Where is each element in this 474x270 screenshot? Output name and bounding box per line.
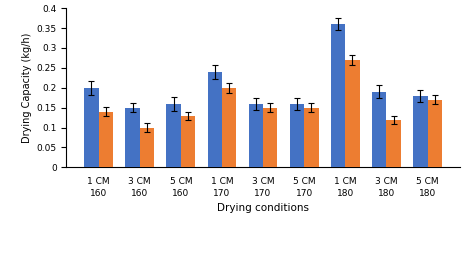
Text: 170: 170 <box>213 189 230 198</box>
Bar <box>166 104 181 167</box>
Text: 160: 160 <box>172 189 190 198</box>
Text: 5 CM: 5 CM <box>293 177 316 186</box>
Bar <box>140 128 154 167</box>
Bar <box>222 88 237 167</box>
Text: 1 CM: 1 CM <box>334 177 356 186</box>
Bar <box>249 104 263 167</box>
Text: 160: 160 <box>90 189 107 198</box>
Bar <box>99 112 113 167</box>
Text: 170: 170 <box>255 189 272 198</box>
Bar <box>372 92 386 167</box>
Bar <box>290 104 304 167</box>
Bar <box>345 60 360 167</box>
Text: 180: 180 <box>378 189 395 198</box>
Text: 3 CM: 3 CM <box>375 177 398 186</box>
X-axis label: Drying conditions: Drying conditions <box>217 203 309 213</box>
Text: 1 CM: 1 CM <box>210 177 233 186</box>
Text: 5 CM: 5 CM <box>170 177 192 186</box>
Bar <box>304 108 319 167</box>
Text: 180: 180 <box>337 189 354 198</box>
Bar <box>263 108 277 167</box>
Bar <box>208 72 222 167</box>
Bar <box>331 24 345 167</box>
Text: 1 CM: 1 CM <box>87 177 110 186</box>
Bar <box>428 100 442 167</box>
Bar <box>181 116 195 167</box>
Bar <box>125 108 140 167</box>
Bar <box>413 96 428 167</box>
Text: 3 CM: 3 CM <box>252 177 274 186</box>
Text: 170: 170 <box>296 189 313 198</box>
Bar <box>84 88 99 167</box>
Text: 5 CM: 5 CM <box>416 177 439 186</box>
Y-axis label: Drying Capacity (kg/h): Drying Capacity (kg/h) <box>22 33 32 143</box>
Text: 180: 180 <box>419 189 436 198</box>
Text: 160: 160 <box>131 189 148 198</box>
Bar <box>386 120 401 167</box>
Text: 3 CM: 3 CM <box>128 177 151 186</box>
